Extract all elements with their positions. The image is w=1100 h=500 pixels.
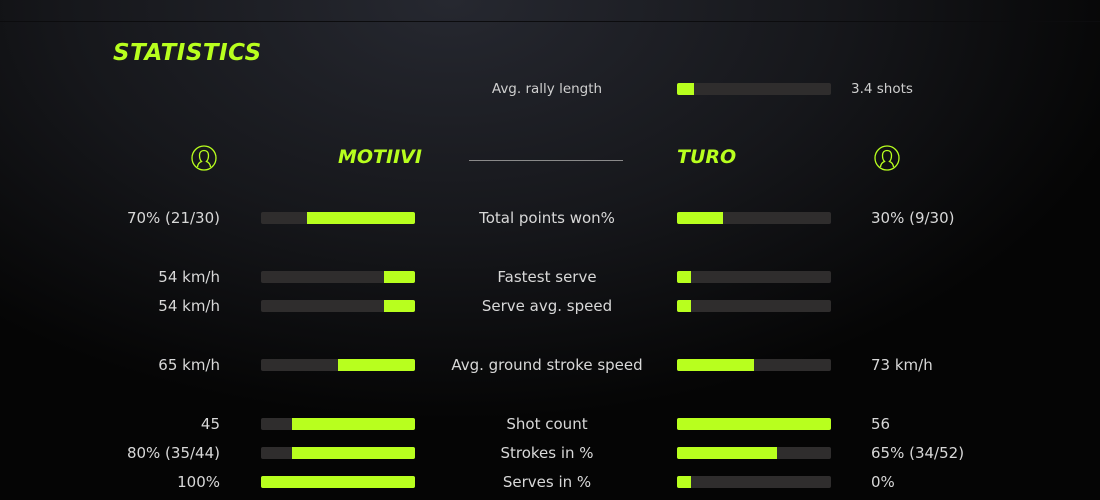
stat-label: Shot count [506, 415, 588, 433]
header-divider [469, 160, 623, 161]
stat-left-bar [261, 271, 415, 283]
stat-left-bar [261, 418, 415, 430]
stat-right-bar [677, 359, 831, 371]
stat-left-bar-fill [291, 447, 415, 459]
rally-bar-fill [677, 83, 694, 95]
stat-left-value: 45 [200, 415, 220, 433]
player-right-name: TURO [677, 146, 737, 168]
rally-value: 3.4 shots [851, 81, 913, 97]
stat-label: Serves in % [502, 473, 592, 491]
rally-row: Avg. rally length 3.4 shots [0, 79, 1100, 99]
stat-left-bar-fill [384, 300, 415, 312]
stat-left-bar-fill [384, 271, 415, 283]
stat-right-value: 0% [871, 473, 895, 491]
stat-row: 70% (21/30) Total points won% 30% (9/30) [0, 208, 1100, 228]
stat-row: 54 km/h Fastest serve [0, 267, 1100, 287]
rally-bar [677, 83, 831, 95]
stat-left-value: 100% [177, 473, 220, 491]
stat-left-value: 54 km/h [158, 268, 220, 286]
stat-right-bar-fill [677, 447, 778, 459]
stat-right-bar [677, 447, 831, 459]
stat-left-bar [261, 212, 415, 224]
stat-right-bar [677, 418, 831, 430]
stat-right-bar-fill [677, 271, 691, 283]
stat-label: Avg. ground stroke speed [451, 356, 643, 374]
stat-label: Total points won% [479, 209, 615, 227]
stat-right-bar [677, 300, 831, 312]
stat-row: 80% (35/44) Strokes in % 65% (34/52) [0, 443, 1100, 463]
stat-right-bar-fill [677, 418, 831, 430]
stat-left-bar [261, 476, 415, 488]
stat-right-bar [677, 271, 831, 283]
user-circle-icon [191, 145, 217, 171]
stat-right-bar [677, 212, 831, 224]
stat-right-value: 56 [871, 415, 891, 433]
stat-right-value: 65% (34/52) [871, 444, 965, 462]
stat-left-bar-fill [291, 418, 415, 430]
stat-left-bar-fill [261, 476, 415, 488]
stat-right-value: 30% (9/30) [871, 209, 955, 227]
stat-right-bar-fill [677, 300, 691, 312]
stat-right-value: 73 km/h [871, 356, 933, 374]
stat-right-bar-fill [677, 359, 754, 371]
stat-label: Fastest serve [497, 268, 597, 286]
page-title: STATISTICS [113, 40, 262, 66]
player-left-name: MOTIIVI [338, 146, 422, 168]
stat-left-bar-fill [307, 212, 415, 224]
stat-row: 100% Serves in % 0% [0, 472, 1100, 492]
stat-right-bar [677, 476, 831, 488]
stat-right-bar-fill [677, 212, 724, 224]
stat-left-bar [261, 300, 415, 312]
stat-left-bar-fill [338, 359, 415, 371]
stat-row: 45 Shot count 56 [0, 414, 1100, 434]
top-divider [0, 21, 1100, 22]
stat-row: 54 km/h Serve avg. speed [0, 296, 1100, 316]
stat-left-value: 70% (21/30) [126, 209, 220, 227]
stat-left-value: 65 km/h [158, 356, 220, 374]
user-circle-icon [874, 145, 900, 171]
stat-label: Serve avg. speed [481, 297, 613, 315]
stat-left-bar [261, 359, 415, 371]
stat-left-bar [261, 447, 415, 459]
stat-row: 65 km/h Avg. ground stroke speed 73 km/h [0, 355, 1100, 375]
rally-label: Avg. rally length [491, 81, 603, 97]
stat-left-value: 80% (35/44) [126, 444, 220, 462]
stat-left-value: 54 km/h [158, 297, 220, 315]
stat-label: Strokes in % [500, 444, 594, 462]
stat-right-bar-fill [677, 476, 691, 488]
